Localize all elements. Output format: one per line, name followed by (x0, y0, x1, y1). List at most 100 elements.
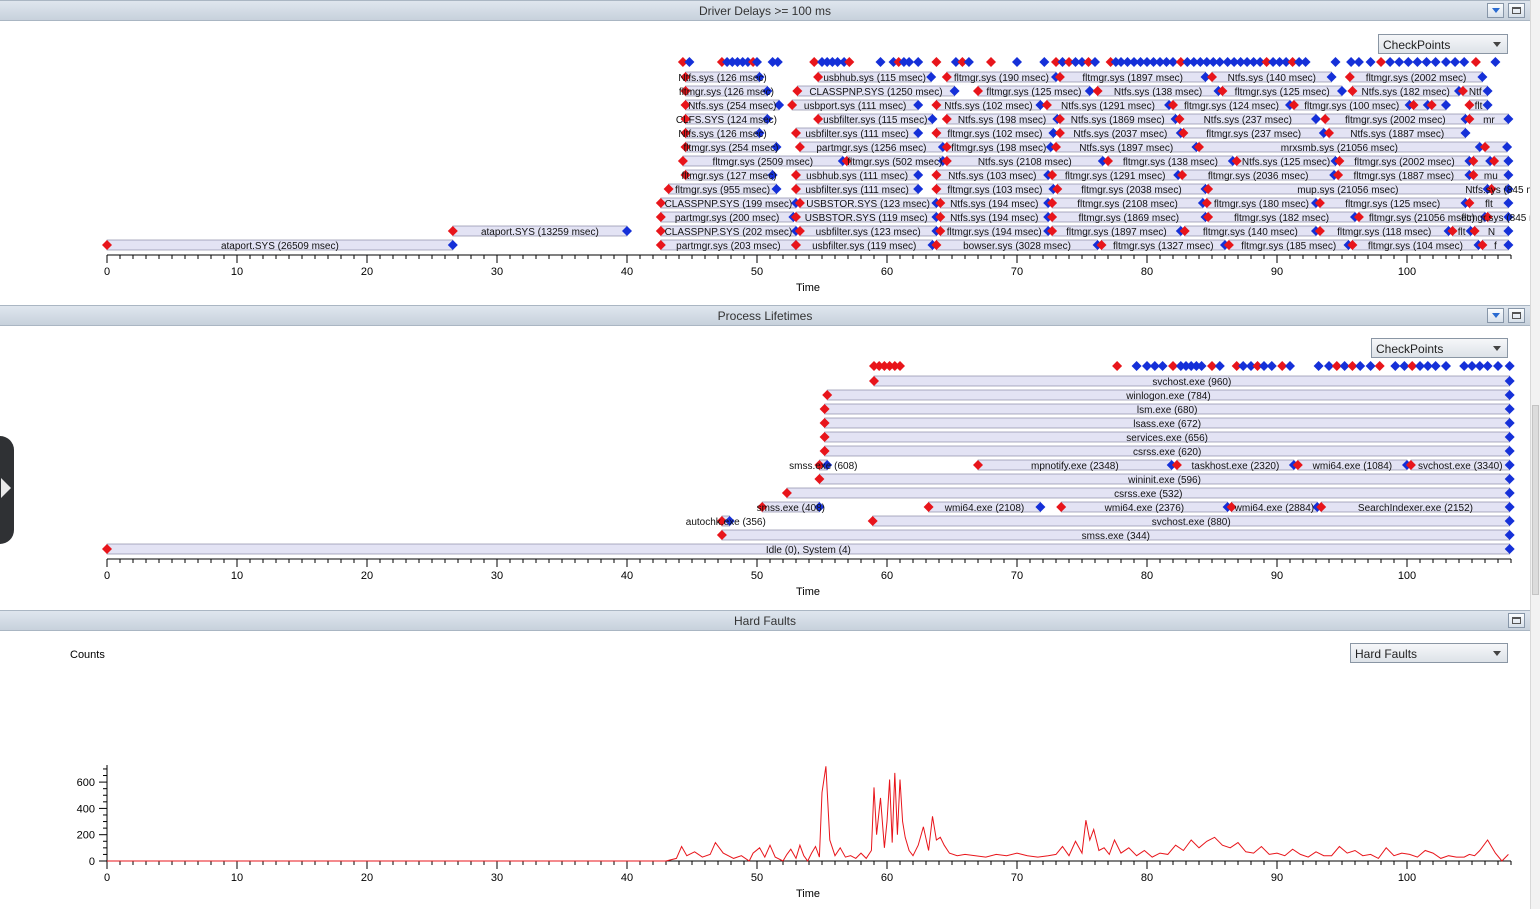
driver-delays-checkpoint-marker (732, 57, 743, 67)
hard-faults-tick-label: 50 (751, 872, 763, 884)
driver-delays-bar-label: fltmgr.sys (1897 msec) (1066, 227, 1167, 238)
process-lifetimes-bar-label: services.exe (656) (1126, 433, 1208, 444)
process-lifetimes-bar-label: winlogon.exe (784) (1125, 391, 1211, 402)
driver-delays-start-marker (1477, 240, 1488, 250)
hard-faults-maximize-button[interactable] (1508, 613, 1525, 628)
driver-delays-bar-label: fltmgr.sys (254 msec) (683, 143, 778, 154)
driver-delays-checkpoint-marker (737, 57, 748, 67)
driver-delays-bar-label: Ntfs.sys (198 msec) (958, 115, 1046, 126)
driver-delays-end-marker (1482, 100, 1493, 110)
driver-delays-collapse-button[interactable] (1487, 3, 1504, 18)
driver-delays-chart: Ntfs.sys (126 msec) usbhub.sys (115 msec)… (102, 57, 1530, 294)
driver-delays-header: Driver Delays >= 100 ms (0, 0, 1530, 21)
driver-delays-bar-label: N (1488, 227, 1495, 238)
process-lifetimes-bar-label: csrss.exe (532) (1114, 489, 1182, 500)
hard-faults-dropdown[interactable]: Hard Faults (1350, 643, 1508, 663)
scrollbar-thumb[interactable] (1532, 405, 1539, 595)
driver-delays-end-marker (762, 114, 773, 124)
driver-delays-checkpoint-marker (716, 57, 727, 67)
process-lifetimes-bar-label: csrss.exe (620) (1133, 447, 1201, 458)
driver-delays-end-marker (767, 170, 778, 180)
driver-delays-checkpoint-marker (1161, 57, 1172, 67)
driver-delays-bar-label: Ntfs.sys (845 m (1465, 185, 1530, 196)
hard-faults-y-axis-label: Counts (70, 649, 105, 661)
hard-faults-tick-label: 30 (491, 872, 503, 884)
driver-delays-bar-label: ataport.SYS (26509 msec) (221, 241, 339, 252)
process-lifetimes-dropdown[interactable]: CheckPoints (1371, 338, 1508, 358)
driver-delays-checkpoint-marker (844, 57, 855, 67)
driver-delays-maximize-button[interactable] (1508, 3, 1525, 18)
process-lifetimes-start-marker (819, 432, 830, 442)
driver-delays-bar-label: fltmgr.sys (125 msec) (1345, 199, 1440, 210)
driver-delays-checkpoint-marker (1268, 57, 1279, 67)
process-lifetimes-end-marker (1504, 418, 1515, 428)
driver-delays-x-axis-label: Time (796, 282, 820, 294)
driver-delays-start-marker (680, 72, 691, 82)
process-lifetimes-checkpoint-marker (1365, 361, 1376, 371)
driver-delays-bar-label: Ntfs.sys (103 msec) (948, 171, 1036, 182)
process-lifetimes-end-marker (1166, 460, 1177, 470)
driver-delays-checkpoint-marker (1376, 57, 1386, 67)
process-lifetimes-maximize-button[interactable] (1508, 308, 1525, 323)
process-lifetimes-end-marker (1504, 432, 1515, 442)
process-lifetimes-checkpoint-marker (1415, 361, 1425, 371)
hard-faults-tick-label: 90 (1271, 872, 1283, 884)
process-lifetimes-end-marker (1504, 390, 1515, 400)
driver-delays-bar-label: fltmgr.sys (104 msec) (1368, 241, 1463, 252)
driver-delays-end-marker (1326, 72, 1337, 82)
driver-delays-start-marker (1178, 128, 1189, 138)
driver-delays-bar-label: usbfilter.sys (115 msec) (823, 115, 927, 126)
vertical-scrollbar[interactable] (1530, 0, 1540, 909)
process-lifetimes-end-marker (1504, 502, 1515, 512)
driver-delays-checkpoint-marker (677, 57, 688, 67)
process-lifetimes-checkpoint-marker (1157, 361, 1168, 371)
process-lifetimes-checkpoint-marker (1238, 361, 1249, 371)
driver-delays-checkpoint-marker (1222, 57, 1233, 67)
process-lifetimes-bar-label: svchost.exe (960) (1152, 377, 1231, 388)
process-lifetimes-checkpoint-marker (1331, 361, 1342, 371)
process-lifetimes-checkpoint-marker (1430, 361, 1441, 371)
process-lifetimes-end-marker (724, 516, 735, 526)
driver-delays-end-marker (1503, 198, 1514, 208)
driver-delays-checkpoint-marker (950, 57, 961, 67)
process-lifetimes-tick-label: 50 (751, 570, 763, 582)
driver-delays-checkpoint-marker (1208, 57, 1219, 67)
process-lifetimes-end-marker (1504, 446, 1515, 456)
driver-delays-checkpoint-marker (1175, 57, 1186, 67)
process-lifetimes-tick-label: 60 (881, 570, 893, 582)
driver-delays-end-marker (1441, 100, 1451, 110)
process-lifetimes-end-marker (822, 460, 833, 470)
driver-delays-checkpoint-marker (1281, 57, 1292, 67)
driver-delays-end-marker (913, 128, 924, 138)
driver-delays-end-marker (1311, 114, 1321, 124)
driver-delays-checkpoint-marker (1255, 57, 1266, 67)
hard-faults-dropdown-value: Hard Faults (1355, 647, 1418, 661)
process-lifetimes-collapse-button[interactable] (1487, 308, 1504, 323)
driver-delays-checkpoint-marker (1116, 57, 1126, 67)
process-lifetimes-start-marker (819, 446, 830, 456)
driver-delays-checkpoint-marker (1229, 57, 1240, 67)
driver-delays-checkpoint-marker (684, 57, 695, 67)
driver-delays-checkpoint-marker (809, 57, 820, 67)
driver-delays-bar-label: fltmgr.sys (1869 msec) (1079, 213, 1180, 224)
process-lifetimes-start-marker (1226, 502, 1237, 512)
process-lifetimes-checkpoint-marker (1231, 361, 1242, 371)
chevron-down-icon (1493, 346, 1501, 351)
process-lifetimes-bar-label: taskhost.exe (2320) (1191, 461, 1279, 472)
driver-delays-start-marker (655, 212, 666, 222)
driver-delays-checkpoint-marker (839, 57, 850, 67)
process-lifetimes-checkpoint-marker (1374, 361, 1385, 371)
driver-delays-dropdown[interactable]: CheckPoints (1378, 34, 1508, 54)
driver-delays-checkpoint-marker (1248, 57, 1259, 67)
driver-delays-checkpoint-marker (1274, 57, 1285, 67)
driver-delays-checkpoint-marker (1135, 57, 1146, 67)
driver-delays-checkpoint-marker (1490, 57, 1501, 67)
process-lifetimes-bar-label: svchost.exe (880) (1152, 517, 1231, 528)
driver-delays-end-marker (1482, 86, 1493, 96)
expand-panel-tab[interactable] (0, 436, 14, 544)
driver-delays-checkpoint-marker (875, 57, 886, 67)
process-lifetimes-bar-label: lsass.exe (672) (1133, 419, 1201, 430)
driver-delays-start-marker (680, 128, 691, 138)
driver-delays-start-marker (931, 184, 942, 194)
driver-delays-end-marker (754, 72, 765, 82)
